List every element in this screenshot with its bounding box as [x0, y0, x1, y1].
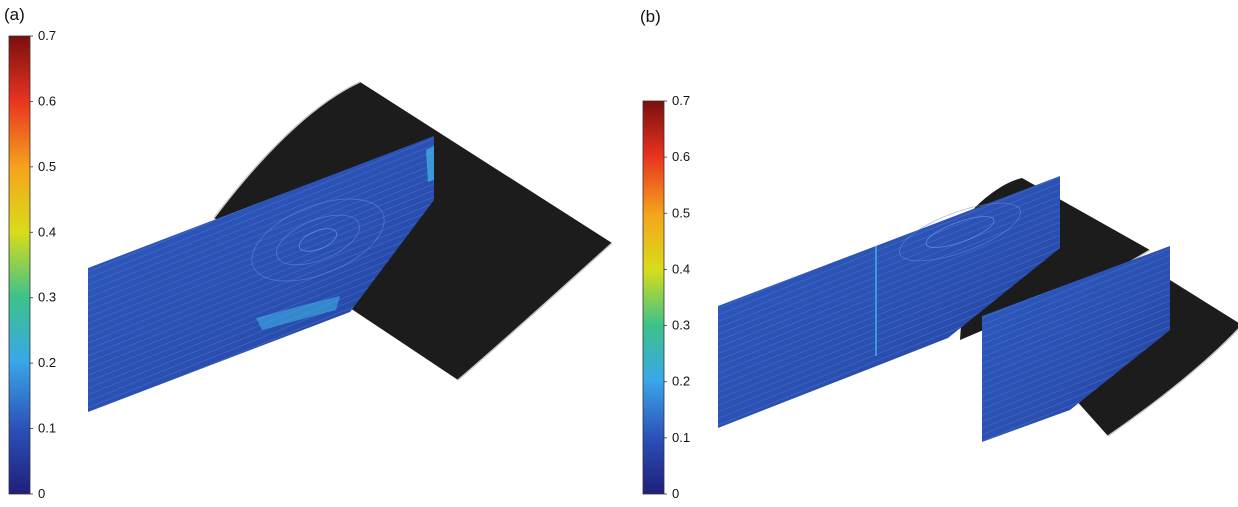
wing-a-leading-edge — [213, 81, 361, 219]
high-velocity-region — [426, 146, 434, 182]
colorbar-tick-label: 0.2 — [672, 374, 690, 389]
vortex-ring — [925, 216, 995, 248]
flow-plane-b1-streamlines — [718, 176, 1060, 428]
panel-a: (a) 0 0.1 0.2 0.3 0.4 0.5 0.6 0.7 — [4, 5, 613, 501]
colorbar-tick-label: 0.7 — [672, 93, 690, 108]
colorbar-tick-label: 0.2 — [38, 355, 56, 370]
colorbar-tick-label: 0.6 — [38, 93, 56, 108]
colorbar-tick-label: 0.5 — [672, 205, 690, 220]
flow-plane-b2-streamlines — [982, 246, 1170, 442]
colorbar-b: 0 0.1 0.2 0.3 0.4 0.5 0.6 0.7 — [642, 93, 690, 501]
colorbar-tick-label: 0.1 — [672, 430, 690, 445]
panel-b: (b) 0 0.1 0.2 0.3 0.4 0.5 0.6 0.7 — [640, 7, 1238, 501]
colorbar-tick-label: 0.1 — [38, 421, 56, 436]
colorbar-tick-label: 0.5 — [38, 159, 56, 174]
wing-b-rear-edge — [1107, 328, 1238, 437]
colorbar-tick-label: 0.6 — [672, 149, 690, 164]
colorbar-tick-label: 0.7 — [38, 28, 56, 43]
flow-plane-a-streamlines — [88, 136, 434, 412]
flow-plane-b2 — [982, 246, 1170, 442]
colorbar-a: 0 0.1 0.2 0.3 0.4 0.5 0.6 0.7 — [8, 28, 56, 501]
vortex-ring — [251, 198, 385, 282]
wing-a-tip-edge — [457, 242, 613, 381]
vortex-ring — [298, 228, 338, 252]
wing-a — [213, 81, 613, 381]
colorbar-tick-label: 0.3 — [672, 318, 690, 333]
colorbar-a-gradient — [8, 35, 31, 495]
colorbar-tick-label: 0 — [672, 486, 679, 501]
vortex-ring — [899, 202, 1021, 262]
colorbar-tick-label: 0.4 — [38, 224, 56, 239]
high-velocity-region — [256, 296, 340, 330]
colorbar-b-gradient — [642, 100, 665, 495]
flow-plane-b1 — [718, 176, 1060, 428]
vortex-ring — [276, 214, 360, 266]
panel-label-a: (a) — [4, 5, 25, 24]
wing-b-rear-body — [1040, 280, 1238, 436]
wing-a-body — [214, 82, 612, 380]
colorbar-tick-label: 0.4 — [672, 261, 690, 276]
panel-label-b: (b) — [640, 7, 661, 26]
flow-plane-a — [88, 136, 434, 412]
colorbar-tick-label: 0 — [38, 486, 45, 501]
colorbar-tick-label: 0.3 — [38, 290, 56, 305]
